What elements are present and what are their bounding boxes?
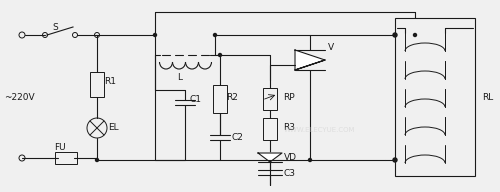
Polygon shape <box>295 60 325 70</box>
Circle shape <box>268 159 272 161</box>
Bar <box>55 152 77 164</box>
Text: EL: EL <box>108 123 118 132</box>
Text: L: L <box>178 74 182 83</box>
Circle shape <box>154 33 156 36</box>
Text: V: V <box>328 44 334 52</box>
Text: FU: FU <box>54 143 66 152</box>
Text: ~220V: ~220V <box>4 93 34 102</box>
Circle shape <box>393 158 397 162</box>
Text: WWW.ELECYUE.COM: WWW.ELECYUE.COM <box>284 127 356 133</box>
Polygon shape <box>295 50 325 70</box>
Bar <box>263 88 277 110</box>
Circle shape <box>96 159 98 161</box>
Text: R3: R3 <box>283 122 295 132</box>
Bar <box>90 72 104 97</box>
Text: C3: C3 <box>284 169 296 177</box>
Text: VD: VD <box>284 153 297 162</box>
Circle shape <box>308 159 312 161</box>
Text: RL: RL <box>482 93 493 102</box>
Text: R2: R2 <box>226 93 238 102</box>
Circle shape <box>214 33 216 36</box>
Bar <box>395 18 475 176</box>
Text: C1: C1 <box>190 95 202 104</box>
Bar <box>213 85 227 113</box>
Circle shape <box>414 33 416 36</box>
Text: R1: R1 <box>104 78 116 87</box>
Circle shape <box>218 54 222 56</box>
Polygon shape <box>258 153 282 162</box>
Text: RP: RP <box>283 93 294 102</box>
Circle shape <box>393 33 397 37</box>
Text: C2: C2 <box>231 133 243 142</box>
Bar <box>263 118 277 140</box>
Text: S: S <box>52 22 58 31</box>
